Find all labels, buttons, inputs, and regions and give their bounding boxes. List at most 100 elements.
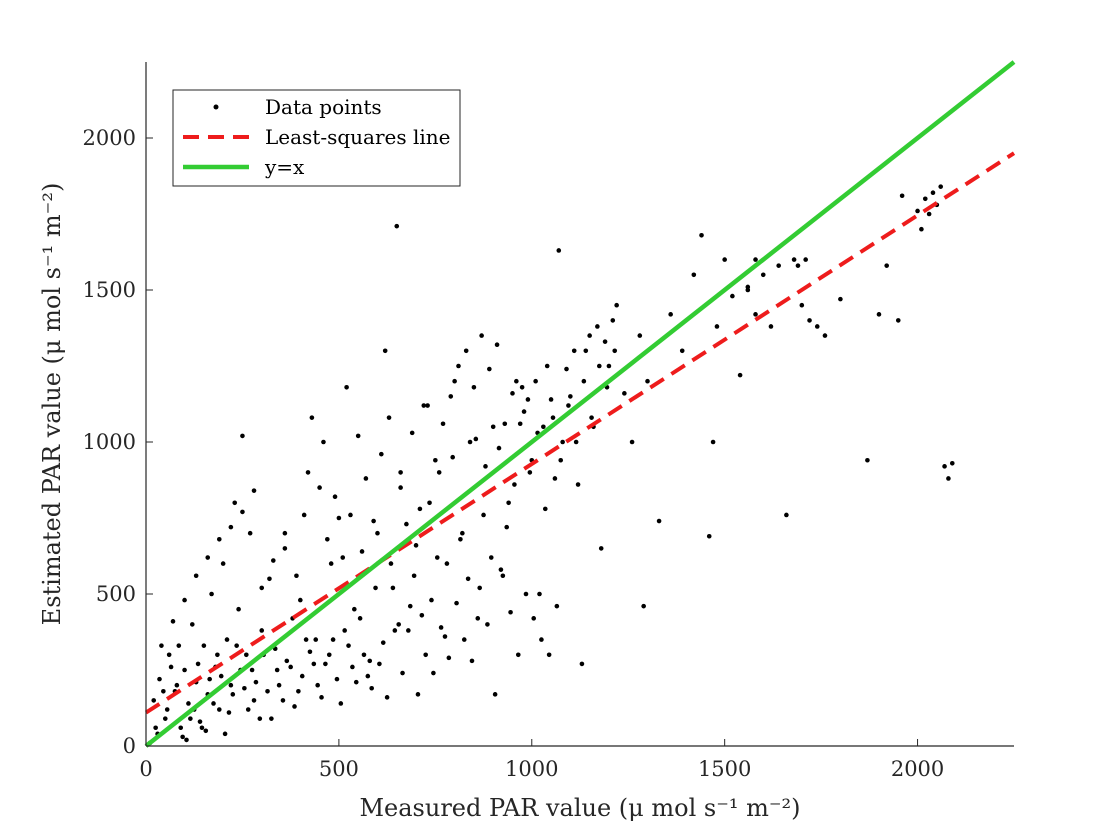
data-point bbox=[281, 698, 286, 703]
data-point bbox=[715, 324, 720, 329]
data-point bbox=[931, 190, 936, 195]
data-point bbox=[454, 601, 459, 606]
data-point bbox=[202, 643, 207, 648]
data-point bbox=[159, 643, 164, 648]
data-point bbox=[205, 555, 210, 560]
data-point bbox=[472, 385, 477, 390]
data-point bbox=[479, 333, 484, 338]
data-point bbox=[362, 653, 367, 658]
data-point bbox=[607, 364, 612, 369]
legend: Data points Least-squares line y=x bbox=[173, 90, 460, 186]
data-point bbox=[576, 482, 581, 487]
data-point bbox=[319, 695, 324, 700]
data-point bbox=[668, 312, 673, 317]
data-point bbox=[269, 716, 274, 721]
data-point bbox=[462, 637, 467, 642]
data-point bbox=[499, 567, 504, 572]
data-point bbox=[923, 197, 928, 202]
data-point bbox=[169, 665, 174, 670]
data-point bbox=[474, 437, 479, 442]
data-point bbox=[231, 692, 236, 697]
data-point bbox=[379, 452, 384, 457]
data-point bbox=[223, 732, 228, 737]
data-point bbox=[927, 212, 932, 217]
data-point bbox=[385, 695, 390, 700]
data-point bbox=[508, 610, 513, 615]
data-point bbox=[398, 470, 403, 475]
data-point bbox=[186, 701, 191, 706]
data-point bbox=[321, 440, 326, 445]
data-point bbox=[587, 333, 592, 338]
data-point bbox=[325, 537, 330, 542]
least-squares-line bbox=[146, 153, 1014, 712]
data-point bbox=[919, 227, 924, 232]
data-point bbox=[221, 561, 226, 566]
data-point bbox=[692, 273, 697, 278]
data-point bbox=[312, 662, 317, 667]
data-point bbox=[433, 458, 438, 463]
data-point bbox=[412, 573, 417, 578]
data-point bbox=[367, 659, 372, 664]
data-point bbox=[707, 534, 712, 539]
data-point bbox=[408, 604, 413, 609]
data-point bbox=[358, 616, 363, 621]
data-point bbox=[641, 604, 646, 609]
data-point bbox=[807, 318, 812, 323]
y-tick-label: 1000 bbox=[83, 430, 136, 454]
data-point bbox=[180, 735, 185, 740]
data-point bbox=[348, 513, 353, 518]
data-point bbox=[528, 470, 533, 475]
x-tick-label: 1500 bbox=[698, 757, 751, 781]
data-point bbox=[425, 403, 430, 408]
data-point bbox=[915, 209, 920, 214]
data-point bbox=[549, 397, 554, 402]
data-point bbox=[769, 324, 774, 329]
data-point bbox=[296, 689, 301, 694]
data-point bbox=[389, 561, 394, 566]
data-point bbox=[495, 342, 500, 347]
data-point bbox=[410, 431, 415, 436]
data-point bbox=[300, 674, 305, 679]
data-point bbox=[234, 643, 239, 648]
data-point bbox=[306, 470, 311, 475]
x-tick-label: 1000 bbox=[505, 757, 558, 781]
data-point bbox=[460, 531, 465, 536]
data-point bbox=[275, 668, 280, 673]
data-point bbox=[558, 458, 563, 463]
data-point bbox=[722, 257, 727, 262]
data-point bbox=[541, 425, 546, 430]
data-point bbox=[153, 725, 158, 730]
x-tick-label: 0 bbox=[139, 757, 152, 781]
data-point bbox=[356, 434, 361, 439]
data-point bbox=[431, 671, 436, 676]
data-point bbox=[331, 637, 336, 642]
x-ticks: 0 500 1000 1500 2000 bbox=[139, 739, 944, 781]
data-point bbox=[865, 458, 870, 463]
data-point bbox=[443, 634, 448, 639]
data-point bbox=[452, 379, 457, 384]
data-point bbox=[207, 677, 212, 682]
data-point bbox=[285, 659, 290, 664]
data-point bbox=[429, 598, 434, 603]
data-point bbox=[614, 303, 619, 308]
data-point bbox=[526, 397, 531, 402]
data-point bbox=[182, 598, 187, 603]
data-point bbox=[458, 537, 463, 542]
data-point bbox=[423, 653, 428, 658]
data-point bbox=[493, 692, 498, 697]
data-point bbox=[209, 592, 214, 597]
data-point bbox=[236, 607, 241, 612]
data-point bbox=[582, 379, 587, 384]
data-point bbox=[491, 425, 496, 430]
data-point bbox=[900, 193, 905, 198]
data-point bbox=[551, 415, 556, 420]
data-point bbox=[599, 546, 604, 551]
data-point bbox=[194, 573, 199, 578]
data-point bbox=[815, 324, 820, 329]
y-ticks: 0500100015002000 bbox=[83, 126, 153, 758]
data-point bbox=[157, 677, 162, 682]
data-point bbox=[497, 446, 502, 451]
data-point bbox=[510, 391, 515, 396]
data-point bbox=[730, 294, 735, 299]
